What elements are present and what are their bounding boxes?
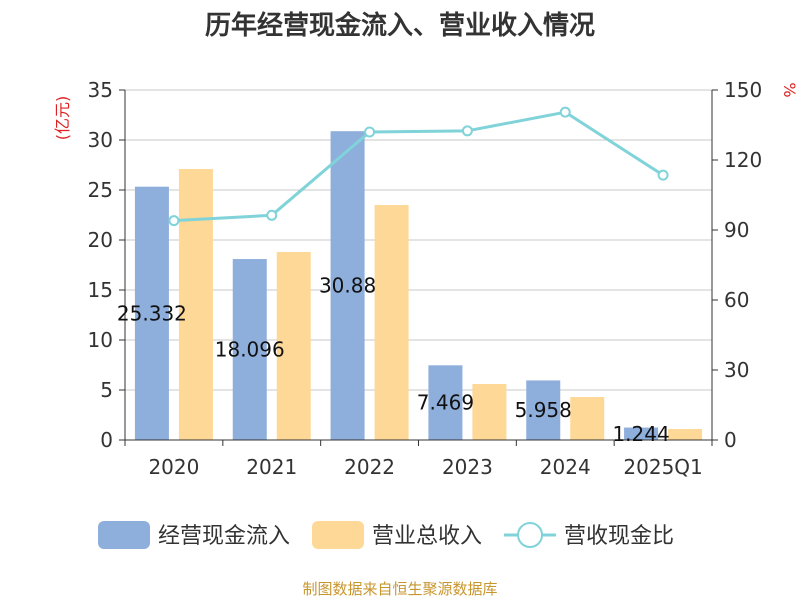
bar-revenue — [472, 384, 507, 440]
data-label: 18.096 — [215, 338, 285, 362]
bar-cash-inflow — [526, 380, 561, 440]
left-tick-label: 35 — [88, 78, 113, 102]
legend-label: 经营现金流入 — [158, 524, 290, 549]
ratio-line-path — [173, 110, 664, 223]
legend-label: 营业总收入 — [372, 524, 482, 549]
bar-revenue — [374, 205, 409, 440]
right-tick-label: 0 — [724, 428, 737, 452]
data-label: 7.469 — [417, 391, 474, 415]
ratio-line-point — [657, 169, 669, 181]
legend-label: 营收现金比 — [564, 524, 674, 549]
source-note: 制图数据来自恒生聚源数据库 — [302, 580, 497, 598]
legend-swatch — [312, 521, 365, 549]
legend-marker — [517, 522, 544, 548]
x-tick-label: 2021 — [246, 455, 297, 479]
bar-revenue — [276, 252, 311, 440]
bar-cash-inflow — [330, 131, 365, 440]
bar-cash-inflow — [428, 365, 463, 440]
x-tick-label: 2024 — [540, 455, 591, 479]
bar-revenue — [570, 397, 605, 440]
ratio-line-point — [559, 106, 571, 118]
left-axis-unit: (亿元) — [53, 96, 72, 141]
right-tick-label: 90 — [724, 218, 749, 242]
right-tick-label: 60 — [724, 288, 749, 312]
ratio-line — [168, 106, 669, 227]
left-tick-label: 30 — [88, 128, 113, 152]
data-label: 30.88 — [319, 274, 376, 298]
left-tick-label: 15 — [88, 278, 113, 302]
data-label: 5.958 — [515, 398, 572, 422]
bar-cash-inflow — [232, 259, 267, 440]
axes: 0 5 10 15 20 25 30 35 0 30 60 90 120 150 2020 2021 2022 2… — [88, 78, 763, 479]
bar-cash-inflow — [134, 186, 169, 440]
data-label: 1.244 — [612, 422, 669, 446]
bars — [134, 131, 703, 440]
right-axis-unit: % — [780, 82, 799, 97]
x-tick-label: 2025Q1 — [623, 455, 702, 479]
chart-title: 历年经营现金流入、营业收入情况 — [205, 10, 595, 41]
bar-revenue — [178, 169, 213, 440]
x-tick-label: 2020 — [148, 455, 199, 479]
left-tick-label: 0 — [100, 428, 113, 452]
left-tick-label: 25 — [88, 178, 113, 202]
ratio-line-point — [168, 215, 180, 227]
ratio-line-point — [364, 126, 376, 138]
ratio-line-point — [266, 209, 278, 221]
right-tick-label: 30 — [724, 358, 749, 382]
left-tick-label: 20 — [88, 228, 113, 252]
ratio-line-point — [461, 125, 473, 137]
data-labels: 25.332 18.096 30.88 7.469 5.958 1.244 — [117, 274, 670, 446]
bar-revenue — [668, 429, 703, 440]
legend-swatch — [98, 521, 150, 549]
right-tick-label: 120 — [724, 148, 762, 172]
grid — [125, 89, 712, 391]
left-tick-label: 5 — [100, 378, 113, 402]
left-tick-label: 10 — [88, 328, 113, 352]
x-tick-label: 2022 — [344, 455, 395, 479]
data-label: 25.332 — [117, 301, 187, 325]
bar-cash-inflow — [624, 427, 659, 440]
legend: 经营现金流入 营业总收入 营收现金比 — [98, 521, 674, 549]
right-tick-label: 150 — [724, 78, 762, 102]
x-tick-label: 2023 — [442, 455, 493, 479]
